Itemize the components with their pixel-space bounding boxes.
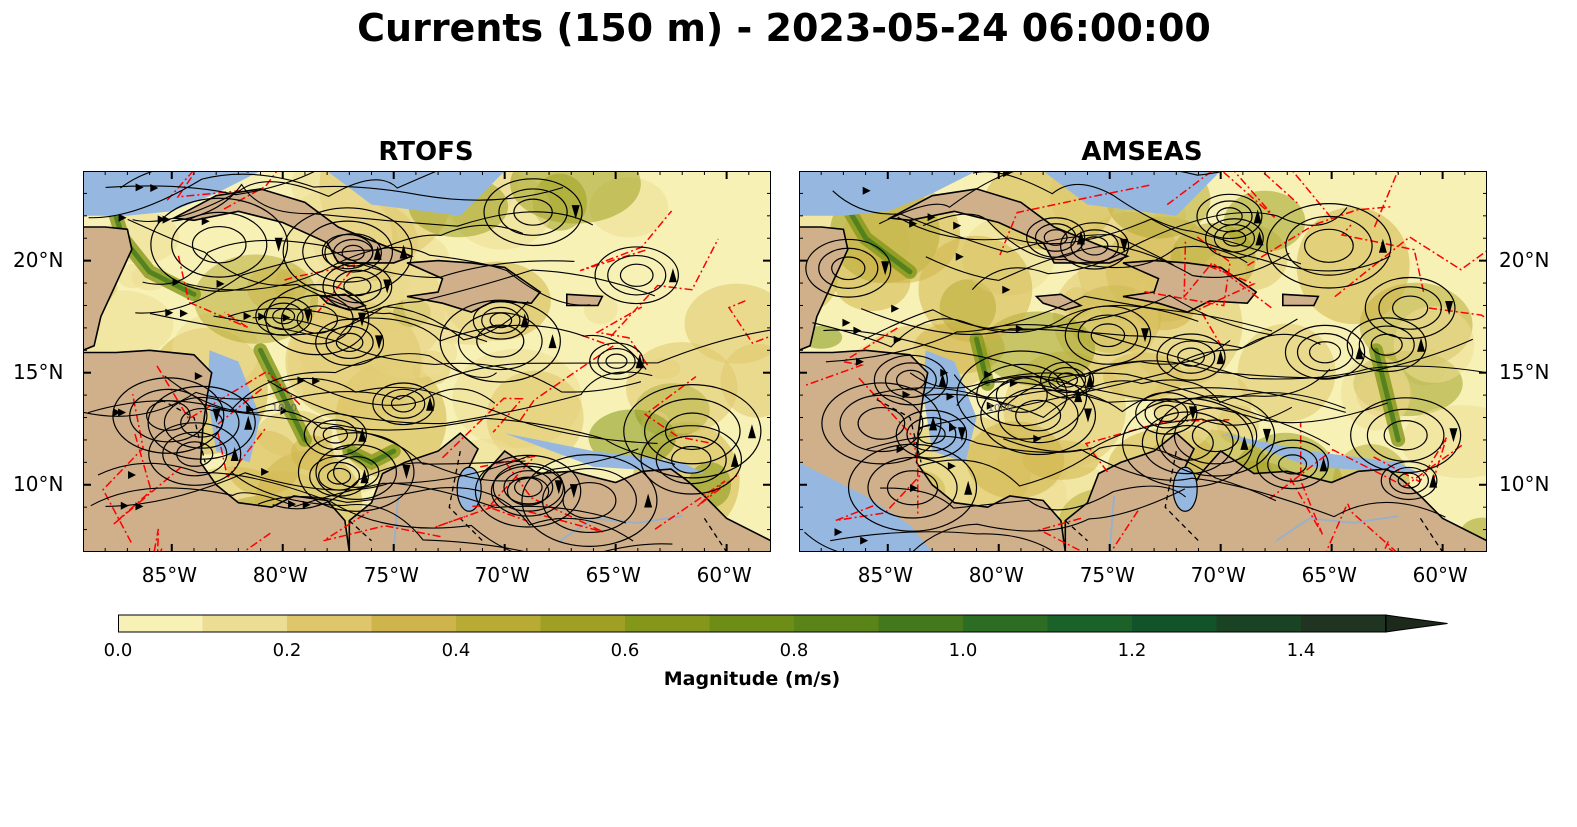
lon-tick-label: 65°W xyxy=(585,563,641,587)
lat-tick-label: 20°N xyxy=(13,247,64,272)
lon-tick-label: 80°W xyxy=(252,563,308,587)
panel-title-rtofs: RTOFS xyxy=(378,137,474,167)
lat-tick-label: 15°N xyxy=(1499,359,1550,384)
lon-tick-label: 85°W xyxy=(857,563,913,587)
lon-tick-label: 60°W xyxy=(696,563,752,587)
colorbar-tick-label: 1.2 xyxy=(1117,640,1147,661)
colorbar-tick-label: 0.2 xyxy=(272,640,302,661)
colorbar-tick-label: 0.0 xyxy=(103,640,133,661)
lon-tick-label: 70°W xyxy=(474,563,530,587)
lat-tick-label: 10°N xyxy=(13,471,64,496)
lon-tick-label: 65°W xyxy=(1301,563,1357,587)
colorbar-tick-label: 0.6 xyxy=(610,640,640,661)
svg-text:1000: 1000 xyxy=(988,403,1013,414)
colorbar-tick-label: 0.8 xyxy=(779,640,809,661)
lon-tick-label: 60°W xyxy=(1412,563,1468,587)
lat-tick-label: 10°N xyxy=(1499,471,1550,496)
colorbar-tick-label: 1.4 xyxy=(1286,640,1316,661)
colorbar-tick-label: 0.4 xyxy=(441,640,471,661)
colorbar-tick-label: 1.0 xyxy=(948,640,978,661)
figure-title: Currents (150 m) - 2023-05-24 06:00:00 xyxy=(357,6,1211,50)
lon-tick-label: 85°W xyxy=(141,563,197,587)
lon-tick-label: 75°W xyxy=(1079,563,1135,587)
lon-tick-label: 75°W xyxy=(363,563,419,587)
map-panel-rtofs: 1000 xyxy=(83,171,771,552)
colorbar xyxy=(118,614,1451,637)
map-panel-amseas: 1000 xyxy=(799,171,1487,552)
lat-tick-label: 15°N xyxy=(13,359,64,384)
lon-tick-label: 80°W xyxy=(968,563,1024,587)
svg-text:1000: 1000 xyxy=(272,403,297,414)
panel-title-amseas: AMSEAS xyxy=(1081,137,1203,167)
colorbar-label: Magnitude (m/s) xyxy=(663,668,841,690)
lat-tick-label: 20°N xyxy=(1499,247,1550,272)
lon-tick-label: 70°W xyxy=(1190,563,1246,587)
